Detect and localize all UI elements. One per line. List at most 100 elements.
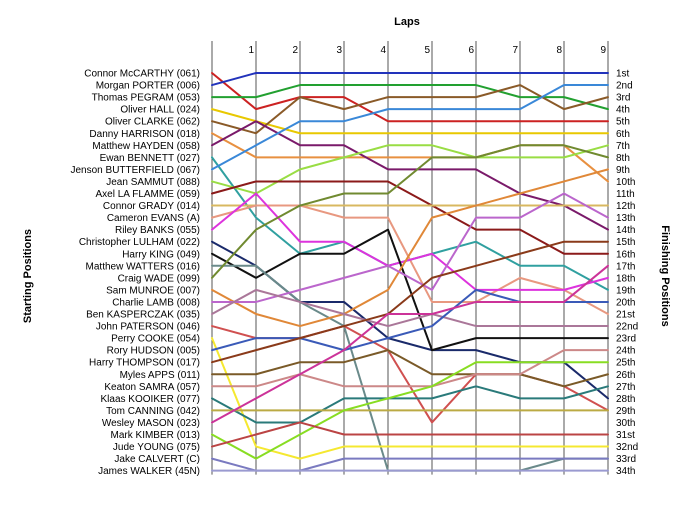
start-position-label: Connor GRADY (014) (103, 201, 200, 212)
start-position-label: Jake CALVERT (C) (114, 454, 200, 465)
x-tick-label: 1 (248, 45, 254, 56)
finish-position-label: 27th (616, 382, 635, 393)
finish-position-label: 26th (616, 370, 635, 381)
series-line (211, 72, 609, 87)
start-position-label: Klaas KOOIKER (077) (101, 394, 200, 405)
finish-position-label: 8th (616, 153, 630, 164)
finish-position-label: 3rd (616, 93, 630, 104)
start-position-label: Oliver HALL (024) (120, 105, 200, 116)
start-position-label: Jenson BUTTERFIELD (067) (71, 165, 201, 176)
series-line (211, 264, 609, 424)
start-position-label: John PATERSON (046) (96, 322, 200, 333)
start-position-label: Christopher LULHAM (022) (79, 237, 200, 248)
start-position-label: Jean SAMMUT (088) (106, 177, 200, 188)
series-line (211, 325, 609, 424)
label-layer: 1 2 3 4 5 6 7 8 9 Connor McCARTHY (061)Morgan POR… (71, 45, 639, 477)
finish-position-label: 17th (616, 261, 635, 272)
start-position-label: Charlie LAMB (008) (112, 297, 200, 308)
start-position-label: Cameron EVANS (A) (107, 213, 200, 224)
finish-position-label: 34th (616, 466, 635, 477)
start-position-label: Ewan BENNETT (027) (100, 153, 200, 164)
start-position-label: Harry KING (049) (122, 249, 200, 260)
series-line (211, 228, 609, 352)
start-position-label: Jude YOUNG (075) (113, 442, 200, 453)
series-line (211, 84, 609, 171)
series-line (211, 361, 609, 460)
finish-position-label: 25th (616, 358, 635, 369)
start-position-label: Myles APPS (011) (120, 370, 200, 381)
finish-position-label: 18th (616, 273, 635, 284)
finish-position-label: 19th (616, 285, 635, 296)
finish-position-label: 11th (616, 189, 635, 200)
start-position-label: Axel LA FLAMME (059) (96, 189, 200, 200)
finish-position-label: 5th (616, 117, 630, 128)
finish-position-label: 15th (616, 237, 635, 248)
finish-position-label: 14th (616, 225, 635, 236)
start-position-label: Mark KIMBER (013) (111, 430, 200, 441)
finish-position-label: 29th (616, 406, 635, 417)
series-line (211, 349, 609, 388)
x-tick-label: 9 (600, 45, 606, 56)
start-position-label: Matthew WATTERS (016) (86, 261, 200, 272)
start-position-label: Thomas PEGRAM (053) (92, 93, 200, 104)
finish-position-label: 1st (616, 69, 630, 80)
start-position-label: Perry COOKE (054) (111, 334, 200, 345)
start-position-label: Wesley MASON (023) (102, 418, 200, 429)
chart-title: Laps (394, 16, 420, 28)
finish-position-label: 22nd (616, 322, 638, 333)
x-tick-label: 2 (292, 45, 298, 56)
finish-position-label: 12th (616, 201, 635, 212)
start-position-label: Tom CANNING (042) (106, 406, 200, 417)
start-position-label: Morgan PORTER (006) (96, 81, 200, 92)
finish-position-label: 4th (616, 105, 630, 116)
start-position-label: Keaton SAMRA (057) (104, 382, 200, 393)
start-position-label: Danny HARRISON (018) (89, 129, 200, 140)
series-layer (211, 72, 609, 472)
series-line (211, 108, 609, 135)
series-line (211, 457, 609, 472)
finish-position-label: 20th (616, 297, 635, 308)
finish-position-label: 10th (616, 177, 635, 188)
start-position-label: Riley BANKS (055) (115, 225, 200, 236)
series-line (211, 240, 609, 364)
series-line (211, 180, 609, 255)
series-line (211, 144, 609, 279)
finish-position-label: 7th (616, 141, 630, 152)
finish-position-label: 9th (616, 165, 630, 176)
series-line (211, 349, 609, 388)
finish-position-label: 33rd (616, 454, 636, 465)
start-position-label: Matthew HAYDEN (058) (92, 141, 200, 152)
finish-position-label: 30th (616, 418, 635, 429)
finish-position-label: 13th (616, 213, 635, 224)
finish-position-label: 23rd (616, 334, 636, 345)
start-position-label: Harry THOMPSON (017) (89, 358, 200, 369)
start-position-label: James WALKER (45N) (98, 466, 200, 477)
start-position-label: Ben KASPERCZAK (035) (86, 310, 200, 321)
series-line (211, 288, 609, 328)
series-line (211, 421, 609, 448)
finish-position-label: 24th (616, 346, 635, 357)
x-tick-label: 3 (336, 45, 342, 56)
finish-position-label: 31st (616, 430, 635, 441)
y-axis-right-label: Finishing Positions (659, 225, 671, 326)
finish-position-label: 6th (616, 129, 630, 140)
finish-position-label: 2nd (616, 81, 633, 92)
series-line (211, 72, 609, 123)
x-tick-label: 6 (468, 45, 474, 56)
y-axis-left-label: Starting Positions (22, 229, 34, 323)
x-tick-label: 5 (424, 45, 430, 56)
x-tick-label: 7 (512, 45, 518, 56)
start-position-label: Oliver CLARKE (062) (105, 117, 200, 128)
start-position-label: Connor McCARTHY (061) (84, 69, 200, 80)
start-position-label: Craig WADE (099) (118, 273, 200, 284)
finish-position-label: 28th (616, 394, 635, 405)
finish-position-label: 32nd (616, 442, 638, 453)
series-line (211, 385, 609, 424)
series-line (211, 337, 609, 460)
x-tick-label: 4 (380, 45, 386, 56)
grid-layer (211, 41, 609, 475)
start-position-label: Sam MUNROE (007) (106, 285, 200, 296)
series-line (211, 192, 609, 291)
